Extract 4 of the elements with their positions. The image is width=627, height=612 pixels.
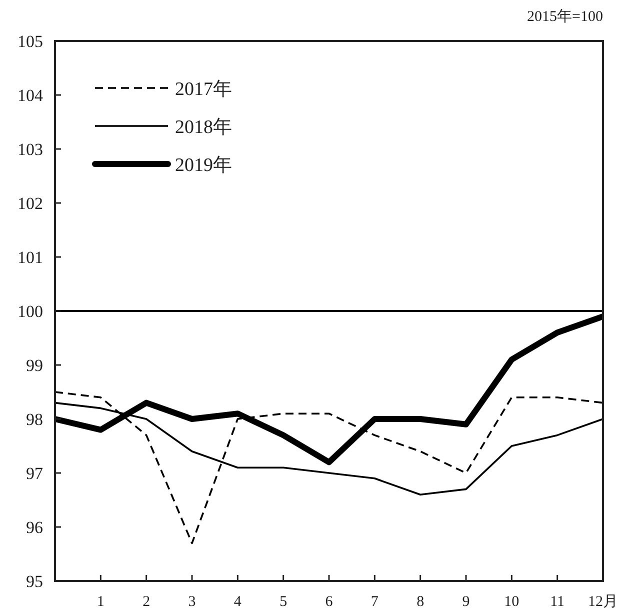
- annotation: 2015年=100: [527, 9, 603, 25]
- legend-label: 2017年: [175, 79, 232, 100]
- legend-label: 2018年: [175, 117, 232, 138]
- legend-label: 2019年: [175, 155, 232, 176]
